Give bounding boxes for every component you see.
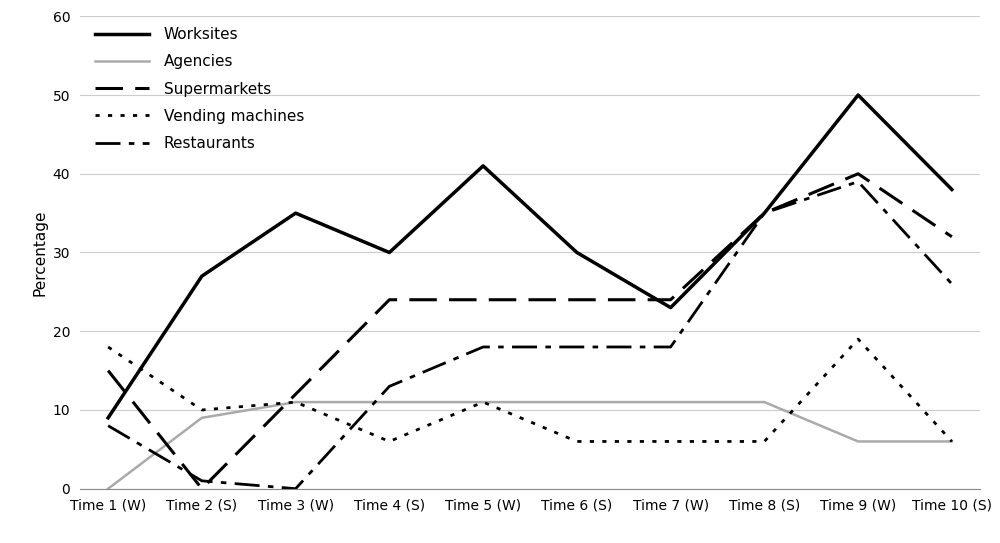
Y-axis label: Percentage: Percentage [32, 209, 47, 296]
Legend: Worksites, Agencies, Supermarkets, Vending machines, Restaurants: Worksites, Agencies, Supermarkets, Vendi… [89, 21, 310, 157]
